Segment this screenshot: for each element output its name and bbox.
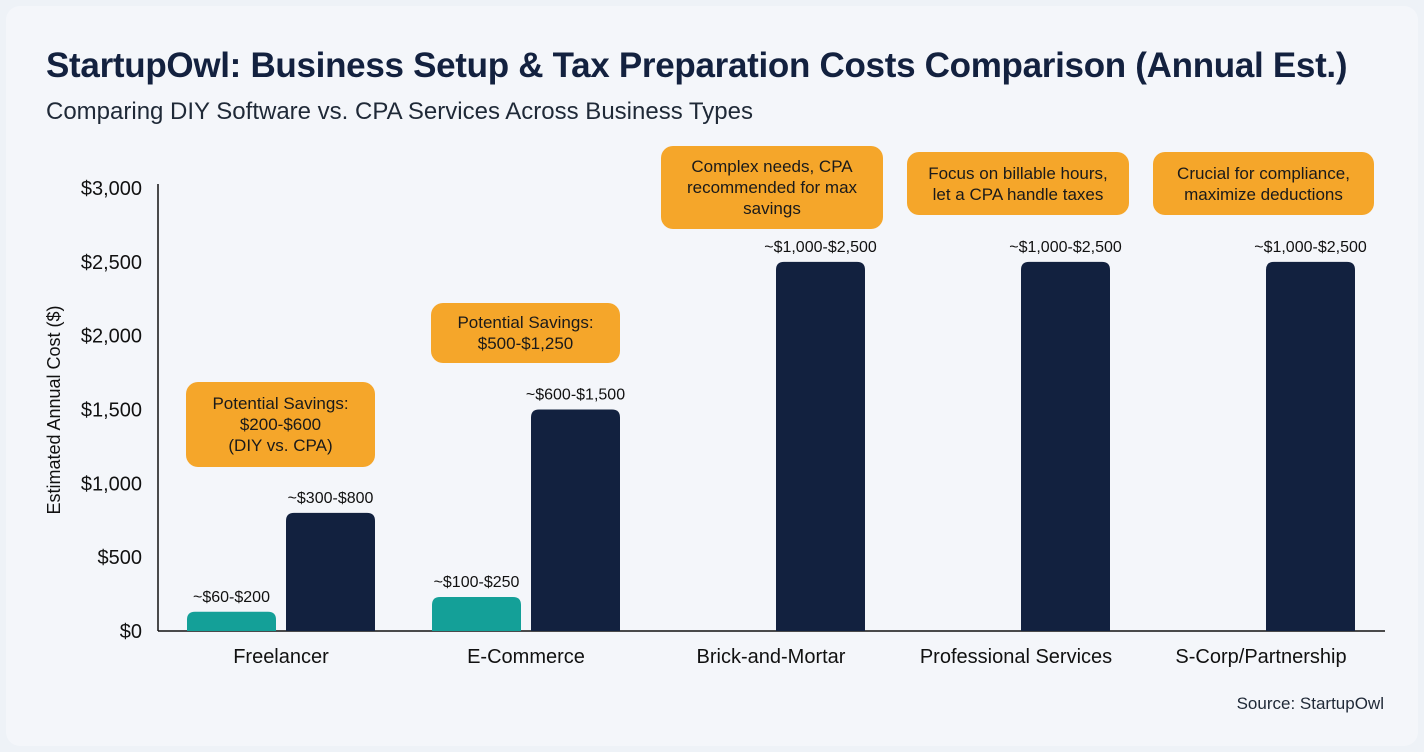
x-tick-label: S-Corp/Partnership <box>1175 646 1346 668</box>
cpa-bar <box>286 512 375 631</box>
x-tick-label: Freelancer <box>233 646 329 668</box>
cpa-bar <box>1021 261 1110 631</box>
y-tick-label: $3,000 <box>81 178 142 200</box>
x-tick-label: Brick-and-Mortar <box>697 646 846 668</box>
y-tick-label: $1,000 <box>81 473 142 495</box>
y-tick-label: $2,000 <box>81 326 142 348</box>
annotation-callout: Potential Savings: $500-$1,250 <box>431 303 620 363</box>
bar-data-label: ~$1,000-$2,500 <box>1254 239 1367 256</box>
cpa-bar <box>1266 261 1355 631</box>
diy-bar <box>187 611 276 631</box>
annotation-callout: Complex needs, CPA recommended for max s… <box>661 146 883 229</box>
y-tick-label: $0 <box>120 621 142 643</box>
chart-title: StartupOwl: Business Setup & Tax Prepara… <box>46 46 1348 85</box>
cpa-bar <box>531 409 620 631</box>
chart-subtitle: Comparing DIY Software vs. CPA Services … <box>46 98 753 125</box>
bar-data-label: ~$100-$250 <box>434 574 520 591</box>
bar-data-label: ~$1,000-$2,500 <box>1009 239 1122 256</box>
bar-data-label: ~$600-$1,500 <box>526 387 625 404</box>
y-tick-label: $1,500 <box>81 400 142 422</box>
bar-data-label: ~$60-$200 <box>193 589 270 606</box>
x-tick-label: Professional Services <box>920 646 1112 668</box>
annotation-callout: Crucial for compliance, maximize deducti… <box>1153 152 1374 215</box>
annotation-callout: Focus on billable hours, let a CPA handl… <box>907 152 1129 215</box>
y-tick-label: $500 <box>98 547 143 569</box>
bar-data-label: ~$1,000-$2,500 <box>764 239 877 256</box>
bar-data-label: ~$300-$800 <box>288 490 374 507</box>
source-note: Source: StartupOwl <box>1236 694 1384 713</box>
cpa-bar <box>776 261 865 631</box>
x-tick-label: E-Commerce <box>467 646 585 668</box>
y-axis-label: Estimated Annual Cost ($) <box>44 305 64 514</box>
annotation-callout: Potential Savings: $200-$600 (DIY vs. CP… <box>186 382 375 467</box>
y-tick-label: $2,500 <box>81 252 142 274</box>
diy-bar <box>432 597 521 631</box>
